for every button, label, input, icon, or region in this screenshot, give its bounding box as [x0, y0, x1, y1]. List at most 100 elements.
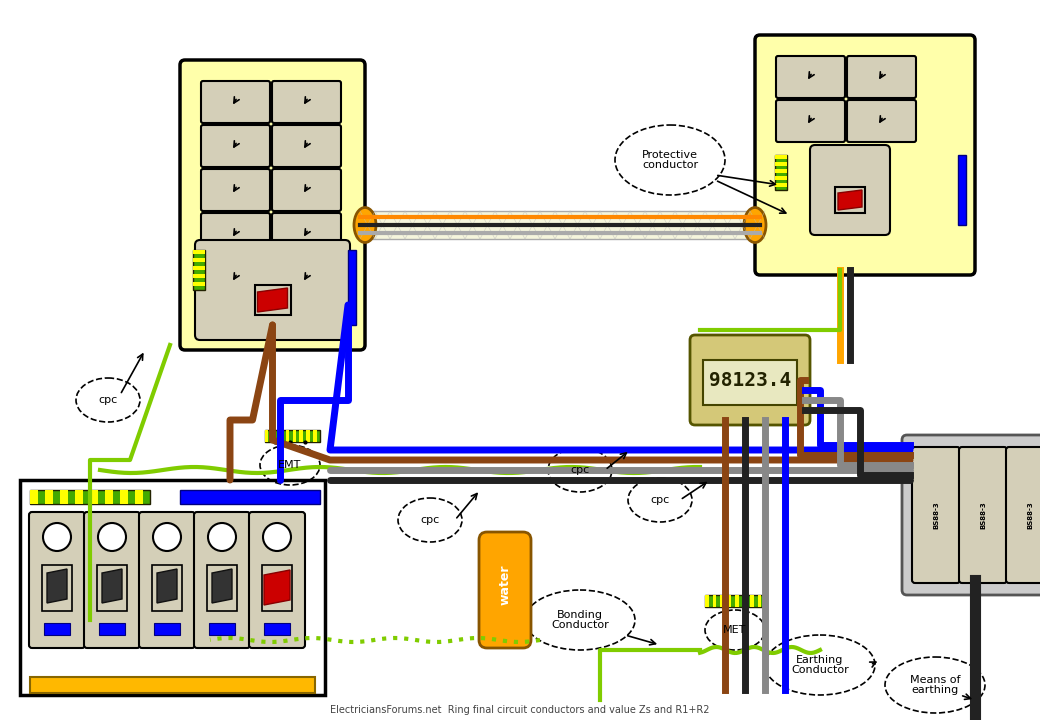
Bar [90, 490, 98, 504]
Bar [348, 250, 356, 325]
FancyBboxPatch shape [201, 81, 270, 123]
Circle shape [208, 523, 236, 551]
Bar [728, 595, 731, 607]
Bar [300, 430, 303, 442]
Bar [20, 480, 326, 695]
FancyBboxPatch shape [479, 532, 531, 648]
Bar [152, 565, 182, 611]
Bar [775, 176, 787, 179]
Text: MET: MET [723, 625, 747, 635]
Circle shape [263, 523, 291, 551]
FancyBboxPatch shape [272, 169, 341, 211]
FancyBboxPatch shape [847, 100, 916, 142]
Bar [265, 430, 320, 442]
Circle shape [43, 523, 71, 551]
Bar [775, 155, 787, 158]
FancyBboxPatch shape [912, 447, 960, 583]
Bar [30, 490, 37, 504]
FancyBboxPatch shape [29, 512, 85, 648]
FancyBboxPatch shape [1006, 447, 1040, 583]
Bar [360, 211, 760, 239]
Text: earthing: earthing [911, 685, 959, 695]
Polygon shape [102, 569, 122, 603]
Bar [135, 490, 142, 504]
Bar [44, 623, 70, 635]
Text: Protective: Protective [642, 150, 698, 160]
Polygon shape [258, 288, 287, 312]
Bar [712, 595, 717, 607]
Bar [193, 282, 205, 286]
Bar [292, 430, 296, 442]
Bar [264, 623, 290, 635]
Bar [75, 490, 82, 504]
Text: cpc: cpc [570, 465, 590, 475]
Bar [193, 250, 205, 254]
FancyBboxPatch shape [196, 240, 350, 340]
Text: water: water [498, 564, 512, 606]
Bar [193, 266, 205, 270]
Bar [313, 430, 316, 442]
FancyBboxPatch shape [776, 56, 846, 98]
FancyBboxPatch shape [755, 35, 976, 275]
Bar [735, 595, 738, 607]
FancyBboxPatch shape [272, 81, 341, 123]
Bar [743, 595, 747, 607]
FancyBboxPatch shape [194, 512, 250, 648]
Text: cpc: cpc [650, 495, 670, 505]
Bar [99, 623, 125, 635]
FancyBboxPatch shape [180, 60, 365, 350]
Text: cpc: cpc [99, 395, 118, 405]
Bar [265, 430, 268, 442]
Bar [105, 490, 112, 504]
Bar [279, 430, 282, 442]
Text: ElectriciansForums.net  Ring final circuit conductors and value Zs and R1+R2: ElectriciansForums.net Ring final circui… [331, 705, 709, 715]
Text: Means of: Means of [910, 675, 960, 685]
FancyBboxPatch shape [810, 145, 890, 235]
Bar [775, 183, 787, 186]
Text: Earthing: Earthing [797, 655, 843, 665]
Bar [720, 595, 724, 607]
Bar [958, 155, 966, 225]
FancyBboxPatch shape [776, 100, 846, 142]
Circle shape [98, 523, 126, 551]
FancyBboxPatch shape [690, 335, 810, 425]
Bar [97, 565, 127, 611]
Text: BS88-3: BS88-3 [980, 501, 986, 529]
Text: 98123.4: 98123.4 [709, 371, 791, 390]
Bar [775, 162, 787, 166]
Ellipse shape [744, 207, 766, 243]
Text: Bonding: Bonding [557, 610, 603, 620]
Bar [255, 285, 290, 315]
FancyBboxPatch shape [201, 257, 270, 299]
Text: conductor: conductor [642, 160, 698, 170]
Bar [262, 565, 292, 611]
Bar [835, 187, 865, 213]
Bar [306, 430, 310, 442]
Polygon shape [838, 190, 862, 210]
Bar [775, 155, 787, 190]
FancyBboxPatch shape [201, 125, 270, 167]
FancyBboxPatch shape [902, 435, 1040, 595]
FancyBboxPatch shape [139, 512, 196, 648]
Bar [180, 490, 320, 504]
Text: Conductor: Conductor [791, 665, 849, 675]
Bar [209, 623, 235, 635]
Text: Conductor: Conductor [551, 620, 608, 630]
Bar [703, 360, 797, 405]
Ellipse shape [354, 207, 376, 243]
FancyBboxPatch shape [201, 213, 270, 255]
FancyBboxPatch shape [272, 125, 341, 167]
Bar [271, 430, 276, 442]
Bar [30, 490, 150, 504]
Bar [193, 250, 205, 290]
FancyBboxPatch shape [84, 512, 140, 648]
FancyBboxPatch shape [249, 512, 305, 648]
Bar [705, 595, 708, 607]
Text: cpc: cpc [420, 515, 440, 525]
Bar [757, 595, 761, 607]
Bar [42, 565, 72, 611]
Bar [30, 677, 315, 693]
Bar [705, 595, 765, 607]
FancyBboxPatch shape [959, 447, 1007, 583]
Polygon shape [157, 569, 177, 603]
